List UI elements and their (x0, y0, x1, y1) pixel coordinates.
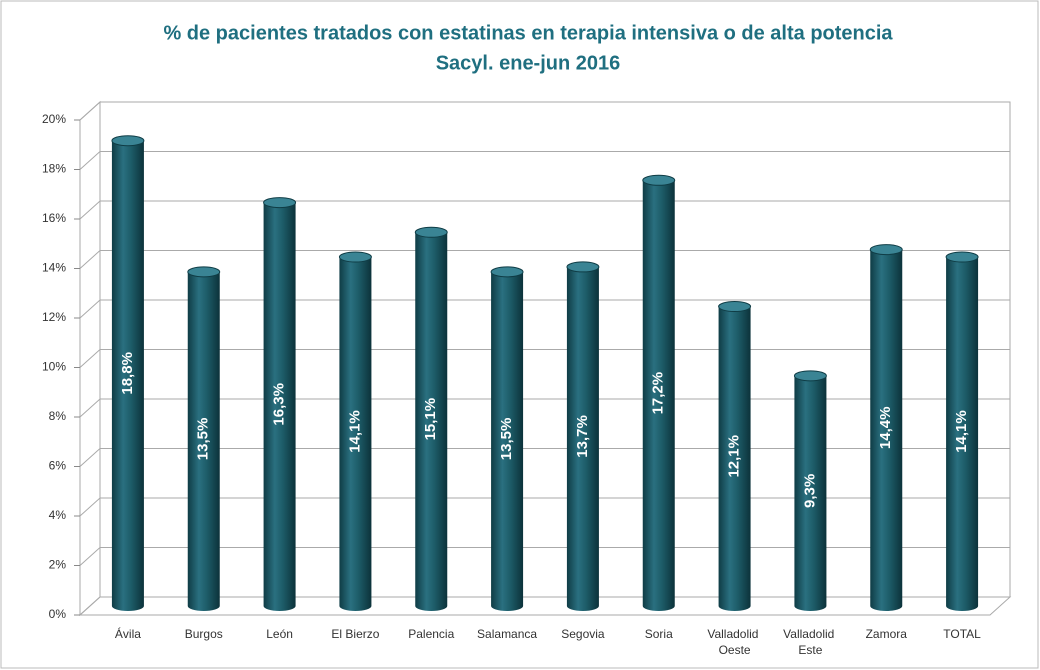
x-tick-label: Segovia (561, 627, 605, 641)
grid-line (79, 101, 1010, 121)
bar (187, 271, 220, 611)
y-tick-label: 20% (42, 112, 66, 126)
x-tick-label: Zamora (866, 627, 908, 641)
grid-line (79, 200, 1010, 220)
x-tick-label: Salamanca (477, 627, 537, 641)
grid-line (79, 250, 1010, 269)
value-label: 12,1% (726, 435, 743, 478)
value-label: 14,1% (346, 410, 363, 453)
y-tick-label: 10% (42, 360, 66, 374)
bar-top (793, 370, 827, 382)
bar-top (414, 226, 448, 238)
grid-line (79, 547, 1010, 566)
bar (870, 249, 903, 611)
bar-top (338, 251, 372, 263)
bar-top (869, 244, 903, 256)
value-label: 15,1% (422, 398, 439, 441)
grid-line (79, 596, 1010, 616)
bar (718, 306, 751, 611)
bar (946, 257, 979, 611)
value-label: 14,4% (877, 407, 894, 450)
grid-line (79, 497, 1010, 517)
bar (794, 375, 827, 611)
chart-title: % de pacientes tratados con estatinas en… (163, 22, 893, 44)
value-label: 13,5% (498, 418, 515, 461)
grid-line (79, 448, 1010, 467)
bar (491, 271, 524, 611)
grid-line (79, 349, 1010, 368)
bar-top (490, 266, 524, 278)
value-label: 14,1% (953, 410, 970, 453)
grid-line (79, 299, 1010, 319)
y-tick-label: 4% (49, 508, 67, 522)
x-tick-label: Valladolid Oeste (707, 627, 761, 657)
x-tick-label: Burgos (185, 627, 223, 641)
bar (642, 180, 675, 612)
x-tick-label: El Bierzo (331, 627, 379, 641)
chart-subtitle: Sacyl. ene-jun 2016 (436, 52, 621, 74)
y-tick-label: 8% (49, 409, 67, 423)
x-tick-label: León (266, 627, 293, 641)
y-tick-label: 12% (42, 310, 66, 324)
bar-top (263, 197, 297, 209)
x-tick-label: TOTAL (943, 627, 981, 641)
bar-top (642, 174, 676, 186)
bar (415, 232, 448, 611)
bar-top (187, 266, 221, 278)
y-tick-label: 2% (49, 558, 67, 572)
value-label: 17,2% (650, 372, 667, 415)
x-tick-label: Soria (645, 627, 673, 641)
bar-top (111, 135, 145, 147)
bar (263, 202, 296, 611)
grid-line (79, 151, 1010, 170)
value-label: 9,3% (801, 474, 818, 508)
y-tick-label: 16% (42, 211, 66, 225)
bar (566, 266, 599, 611)
x-tick-label: Valladolid Este (783, 627, 837, 657)
value-label: 13,5% (195, 418, 212, 461)
value-label: 13,7% (574, 415, 591, 458)
y-tick-label: 0% (49, 607, 67, 621)
value-label: 18,8% (119, 352, 136, 395)
bar-top (945, 251, 979, 263)
bar (111, 140, 144, 611)
y-tick-label: 18% (42, 162, 66, 176)
bar (339, 257, 372, 611)
bar-top (718, 301, 752, 313)
value-label: 16,3% (271, 383, 288, 426)
y-tick-label: 6% (49, 459, 67, 473)
x-tick-label: Ávila (115, 626, 141, 641)
y-tick-label: 14% (42, 261, 66, 275)
x-tick-label: Palencia (408, 627, 454, 641)
bar-top (566, 261, 600, 273)
grid-line (79, 398, 1010, 418)
